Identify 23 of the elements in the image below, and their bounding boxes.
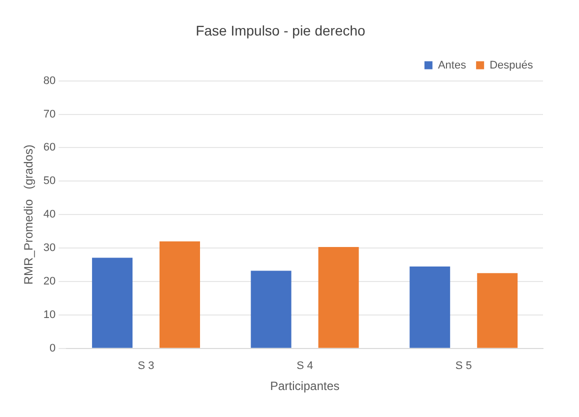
y-tick-label: 0: [50, 342, 56, 354]
chart-title: Fase Impulso - pie derecho: [196, 22, 366, 38]
bar: [318, 247, 359, 348]
y-tick-label: 50: [43, 175, 56, 188]
y-axis-title: RMR_Promedio (grados): [22, 144, 36, 285]
x-tick-label: S 3: [138, 360, 154, 372]
bar: [477, 273, 518, 348]
y-tick-label: 60: [43, 142, 56, 154]
legend-label: Después: [490, 59, 534, 72]
y-tick-label: 40: [43, 208, 56, 221]
x-axis-title: Participantes: [270, 379, 340, 394]
legend-label: Antes: [438, 59, 467, 72]
bar: [160, 241, 200, 348]
bar: [250, 270, 292, 348]
x-tick-label: S 5: [455, 360, 472, 372]
y-tick-label: 10: [43, 308, 56, 321]
x-tick-label: S 4: [296, 360, 314, 372]
y-tick-label: 20: [43, 276, 56, 288]
y-tick-label: 80: [43, 74, 56, 87]
bar: [410, 266, 450, 348]
y-tick-label: 30: [43, 242, 56, 254]
y-tick-label: 70: [43, 108, 56, 120]
bar: [92, 258, 133, 348]
